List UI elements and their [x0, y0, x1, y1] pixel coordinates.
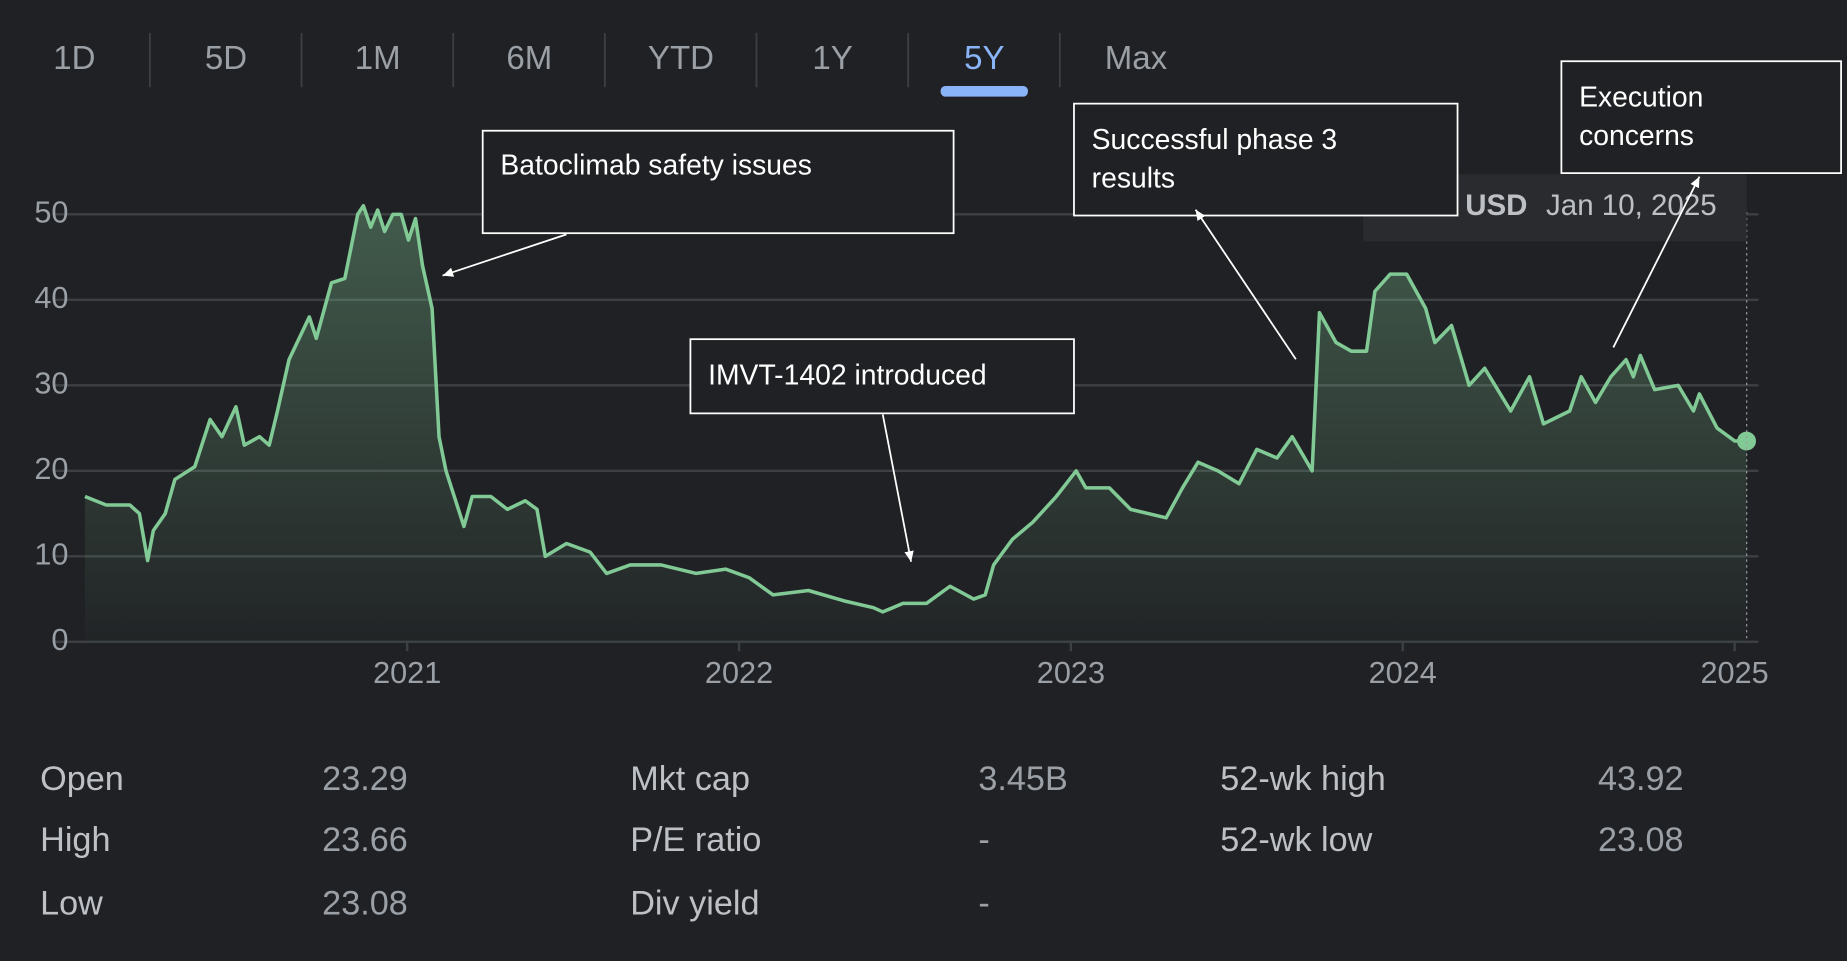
annotation-text: Execution	[1579, 80, 1703, 112]
range-tab[interactable]: 5Y	[964, 39, 1004, 76]
stat-value: 23.29	[322, 760, 408, 798]
annotation-text: Successful phase 3	[1092, 123, 1338, 155]
x-tick-label: 2024	[1369, 656, 1437, 690]
stat-label: P/E ratio	[630, 821, 761, 859]
stat-label: Div yield	[630, 885, 759, 923]
annotation-text: Batoclimab safety issues	[500, 149, 812, 181]
tab-indicator	[940, 85, 1028, 97]
x-tick-label: 2025	[1700, 656, 1768, 690]
stat-label: Low	[40, 885, 103, 923]
range-tab[interactable]: 5D	[205, 39, 247, 76]
plot	[84, 203, 1756, 642]
annotation-text: concerns	[1579, 119, 1694, 151]
x-tick-label: 2021	[373, 656, 441, 690]
annotation-box	[1560, 60, 1842, 175]
stat-label: Open	[40, 760, 124, 798]
y-tick-label: 10	[34, 537, 68, 571]
stat-value: 3.45B	[978, 760, 1067, 798]
x-tick-label: 2022	[705, 656, 773, 690]
stat-label: 52-wk low	[1220, 821, 1372, 859]
area	[84, 205, 1747, 642]
range-tab[interactable]: 1Y	[812, 39, 852, 76]
annotation-box	[481, 129, 955, 235]
stat-value: 23.66	[322, 821, 408, 859]
range-tab[interactable]: Max	[1105, 39, 1168, 76]
y-tick-label: 0	[51, 623, 68, 657]
range-tab[interactable]: 1M	[355, 39, 401, 76]
stat-value: 23.08	[322, 885, 408, 923]
stat-value: 43.92	[1598, 760, 1684, 798]
annotation-text: IMVT-1402 introduced	[708, 358, 987, 390]
annotation-arrow	[442, 233, 567, 277]
tooltip-date: Jan 10, 2025	[1546, 189, 1717, 222]
annotation-arrow	[1612, 176, 1701, 348]
stat-label: High	[40, 821, 110, 859]
annotation-text: results	[1092, 162, 1175, 194]
stat-label: Mkt cap	[630, 760, 750, 798]
range-tab[interactable]: YTD	[648, 39, 714, 76]
current-point	[1737, 431, 1756, 451]
annotation-arrow	[1194, 209, 1297, 360]
x-tick-label: 2023	[1037, 656, 1105, 690]
stats-table: Open 23.29 Mkt cap 3.45B 52-wk high 43.92 High…	[40, 760, 1683, 923]
range-tab[interactable]: 6M	[506, 39, 552, 76]
y-tick-label: 30	[34, 366, 68, 400]
range-tab[interactable]: 1D	[53, 39, 95, 76]
y-tick-label: 50	[34, 195, 68, 229]
range-tabs: 1D 5D 1M 6M YTD 1Y 5Y Max	[53, 32, 1168, 97]
annotation-box	[689, 338, 1075, 415]
annotation-arrow	[881, 414, 914, 562]
stat-label: 52-wk high	[1220, 760, 1385, 798]
annotations: Batoclimab safety issues IMVT-1402 intro…	[442, 60, 1842, 562]
stat-value: -	[978, 885, 989, 923]
annotation-box	[1073, 102, 1459, 217]
stat-value: 23.08	[1598, 821, 1684, 859]
y-tick-label: 20	[34, 452, 68, 486]
stat-value: -	[978, 821, 989, 859]
y-tick-label: 40	[34, 281, 68, 315]
price-line	[84, 203, 1747, 614]
